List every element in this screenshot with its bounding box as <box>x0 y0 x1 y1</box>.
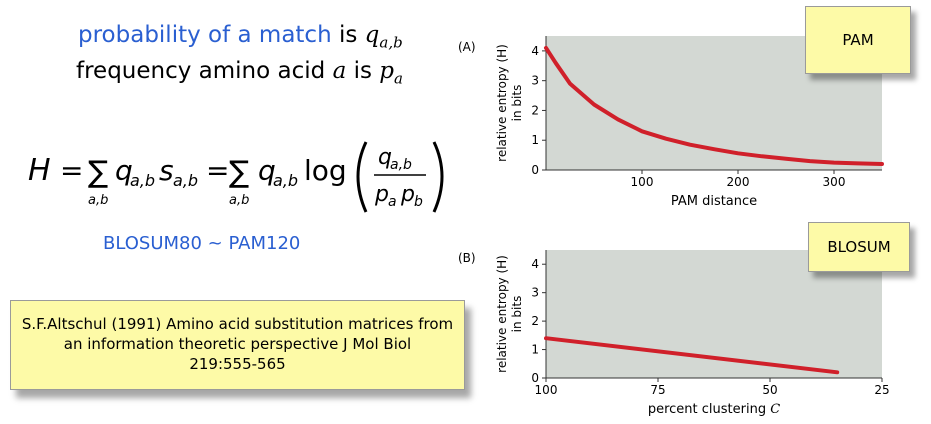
formula-left-paren <box>356 141 368 213</box>
frequency-line: frequency amino acid a is pa <box>76 58 403 88</box>
y-tick-label: 1 <box>531 133 539 147</box>
x-tick-label: 75 <box>650 383 665 397</box>
formula-q1-sub: a,b <box>130 171 155 190</box>
formula-den-b: b <box>414 194 423 210</box>
freq-text: frequency amino acid <box>76 58 326 84</box>
formula-q2: q <box>258 154 276 187</box>
formula-q2-sub: a,b <box>273 171 298 190</box>
x-tick-label: 300 <box>823 175 846 189</box>
x-tick-label: 50 <box>762 383 777 397</box>
y-axis-label-a-1: relative entropy (H) <box>495 44 509 162</box>
match-is: is <box>338 22 358 48</box>
y-tick-label: 0 <box>531 163 539 177</box>
x-tick-label: 100 <box>535 383 558 397</box>
formula-sum-sub1: a,b <box>88 193 108 208</box>
formula-s: s <box>159 154 174 187</box>
formula-right-paren <box>432 141 444 213</box>
entropy-formula: H = ∑ a,b q a,b s a,b = ∑ a,b q a,b log … <box>28 141 444 213</box>
x-tick-label: 200 <box>727 175 750 189</box>
blosum-pam-equivalence: BLOSUM80 ~ PAM120 <box>103 233 301 254</box>
formula-sigma2: ∑ <box>229 155 249 190</box>
y-tick-label: 1 <box>531 343 539 357</box>
formula-den-p1: p <box>374 182 389 207</box>
formula-den-p2: p <box>400 182 415 207</box>
y-axis-label-b-2: in bits <box>510 296 524 333</box>
formula-H: H <box>28 153 51 188</box>
y-axis-label-a-2: in bits <box>510 85 524 122</box>
y-tick-label: 2 <box>531 314 539 328</box>
formula-s-sub: a,b <box>173 171 198 190</box>
citation-note: S.F.Altschul (1991) Amino acid substitut… <box>10 300 465 390</box>
x-tick-label: 100 <box>631 175 654 189</box>
y-tick-label: 3 <box>531 74 539 88</box>
panel-b-label: (B) <box>458 251 476 265</box>
x-axis-label-a: PAM distance <box>671 194 757 209</box>
x-axis-label-b: percent clustering C <box>648 402 780 417</box>
citation-line3: 219:555-565 <box>189 355 286 373</box>
panel-a-label: (A) <box>458 40 476 54</box>
citation-line2: an information theoretic perspective J M… <box>63 335 412 353</box>
formula-eq2: = <box>206 154 229 187</box>
y-tick-label: 4 <box>531 44 539 58</box>
formula-eq1: = <box>60 154 83 187</box>
y-tick-label: 0 <box>531 371 539 385</box>
y-tick-label: 4 <box>531 257 539 271</box>
formula-den-a: a <box>388 194 397 210</box>
y-tick-label: 2 <box>531 103 539 117</box>
formula-num-sub: a,b <box>390 157 412 173</box>
blosum-tag: BLOSUM <box>808 222 910 272</box>
entropy-curve-b <box>544 336 840 375</box>
formula-sigma1: ∑ <box>88 155 108 190</box>
match-prefix: probability of a match <box>78 22 332 48</box>
entropy-curve-a <box>544 45 884 166</box>
y-tick-label: 3 <box>531 286 539 300</box>
formula-num-q: q <box>378 145 392 170</box>
freq-var: a <box>332 58 347 84</box>
formula-sum-sub2: a,b <box>229 193 249 208</box>
freq-p: pa <box>379 58 403 88</box>
formula-log: log <box>304 154 347 187</box>
y-axis-label-b-1: relative entropy (H) <box>495 255 509 373</box>
match-probability-line: probability of a match is qa,b <box>78 22 403 52</box>
formula-q1: q <box>115 154 133 187</box>
match-var: qa,b <box>364 22 403 52</box>
x-tick-label: 25 <box>874 383 889 397</box>
freq-is: is <box>353 58 372 84</box>
citation-line1: S.F.Altschul (1991) Amino acid substitut… <box>21 315 454 333</box>
pam-tag: PAM <box>805 6 911 74</box>
